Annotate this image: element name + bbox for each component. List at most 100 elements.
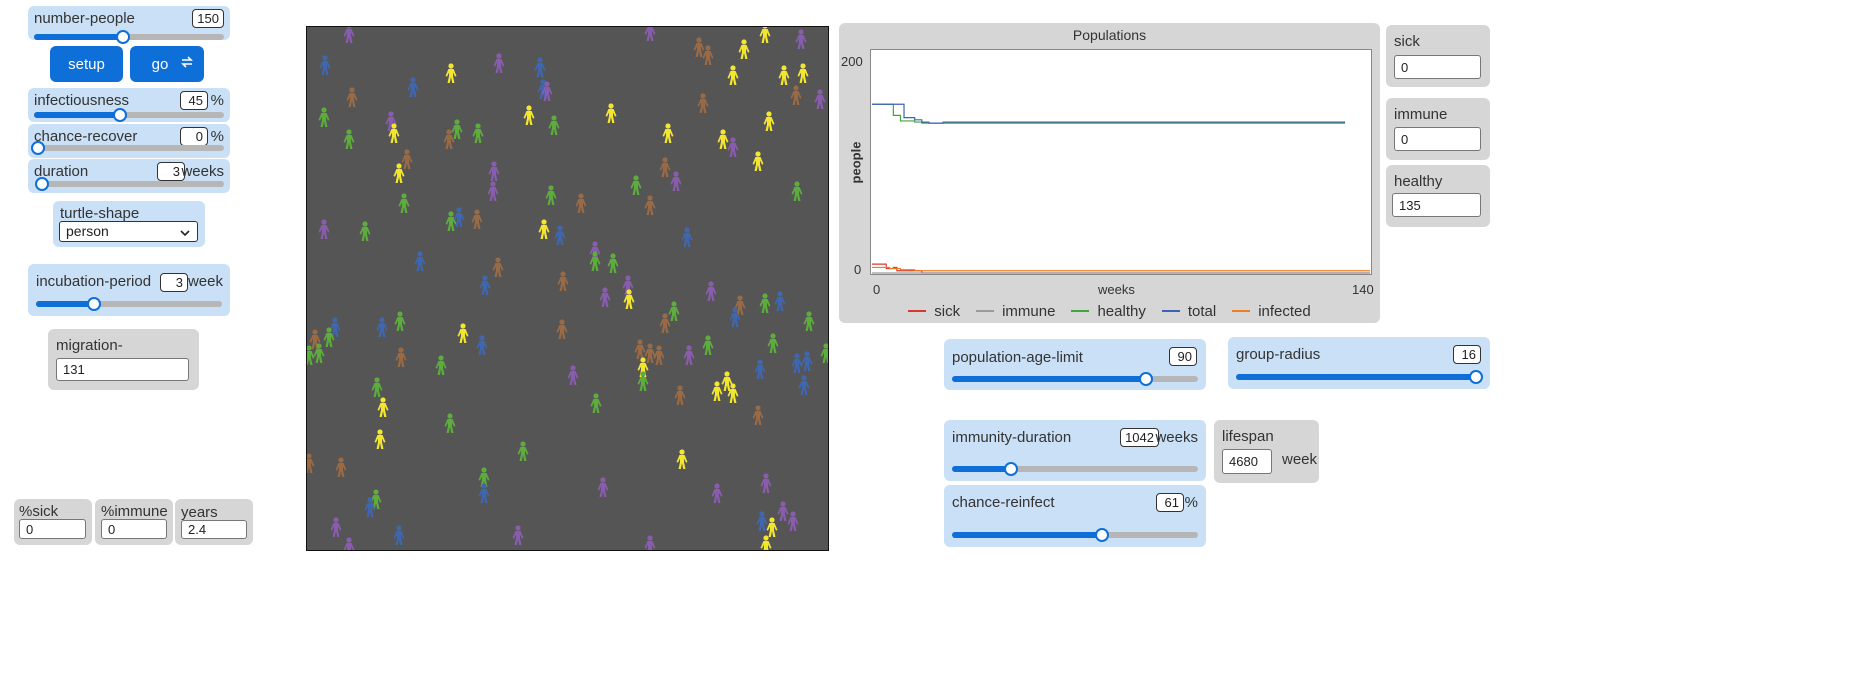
slider-value[interactable]: 61 (1156, 493, 1184, 512)
monitor-value-text: 0 (1401, 131, 1409, 147)
input-value-text: 4680 (1229, 454, 1258, 469)
y-tick-min: 0 (854, 262, 862, 277)
number-people-slider[interactable]: number-people 150 (28, 6, 230, 44)
lifespan-input[interactable]: lifespan 4680 week (1214, 420, 1319, 483)
population-age-limit-slider[interactable]: population-age-limit 90 (944, 339, 1206, 390)
slider-fill (1236, 374, 1476, 380)
chooser-select[interactable]: person (59, 221, 198, 242)
legend-item-immune: immune (976, 303, 1055, 320)
slider-value[interactable]: 16 (1453, 345, 1481, 364)
chevron-down-icon (179, 225, 191, 244)
monitor-value-text: 0 (108, 521, 116, 537)
plot-legend: sick immune healthy total infected (839, 299, 1380, 320)
slider-thumb[interactable] (112, 108, 127, 122)
slider-track[interactable] (952, 532, 1198, 538)
slider-value[interactable]: 150 (192, 9, 224, 28)
slider-thumb[interactable] (1004, 462, 1019, 476)
infectiousness-slider[interactable]: infectiousness 45 % (28, 88, 230, 122)
slider-label: number-people (34, 10, 135, 27)
migration-occurences-monitor: migration-occurences 131 (48, 329, 199, 390)
slider-track[interactable] (952, 376, 1198, 382)
legend-label: sick (934, 302, 961, 320)
slider-label: immunity-duration (952, 429, 1072, 446)
world-canvas[interactable] (307, 27, 828, 550)
slider-track[interactable] (1236, 374, 1476, 380)
slider-thumb[interactable] (1139, 372, 1154, 386)
slider-label: duration (34, 163, 89, 180)
go-button-label: go (151, 55, 169, 73)
legend-label: healthy (1097, 302, 1146, 320)
x-tick-min: 0 (873, 282, 881, 297)
slider-thumb[interactable] (1095, 528, 1110, 542)
slider-fill (952, 466, 1012, 472)
legend-item-healthy: healthy (1071, 302, 1146, 320)
legend-item-total: total (1161, 303, 1216, 320)
slider-label: chance-recover (34, 128, 138, 145)
turtle-shape-chooser[interactable]: turtle-shape person (53, 201, 205, 247)
slider-thumb[interactable] (86, 297, 101, 311)
series-line-total (872, 103, 1346, 124)
group-radius-slider[interactable]: group-radius 16 (1228, 337, 1490, 389)
slider-unit: % (210, 92, 224, 109)
slider-label: population-age-limit (952, 349, 1083, 366)
sick-monitor: sick 0 (1386, 25, 1490, 87)
legend-swatch (1161, 310, 1180, 312)
plot-area (870, 49, 1372, 275)
incubation-period-slider[interactable]: incubation-period 3 week (28, 264, 230, 316)
legend-swatch (1071, 310, 1090, 312)
plot-title: Populations (1072, 27, 1147, 43)
world-view[interactable] (306, 26, 829, 551)
slider-fill (36, 301, 94, 307)
monitor-value: 0 (1394, 127, 1481, 151)
monitor-label: healthy (1394, 173, 1443, 190)
setup-button[interactable]: setup (50, 46, 123, 82)
slider-fill (952, 532, 1103, 538)
go-button[interactable]: go (130, 46, 204, 82)
slider-thumb[interactable] (1469, 370, 1483, 384)
slider-track[interactable] (38, 145, 224, 151)
monitor-value-text: 2.4 (188, 522, 207, 537)
monitor-value: 131 (56, 358, 189, 381)
forever-icon (180, 54, 194, 74)
legend-item-infected: infected (1232, 303, 1311, 320)
slider-unit: weeks (181, 163, 224, 180)
slider-value[interactable]: 3 (160, 273, 188, 292)
y-tick-max: 200 (841, 54, 863, 69)
monitor-value: 2.4 (181, 520, 247, 539)
monitor-label: years (181, 504, 218, 521)
monitor-label: %sick (19, 503, 59, 520)
series-line-infected (872, 266, 1370, 272)
chance-recover-slider[interactable]: chance-recover 0 % (28, 124, 230, 158)
slider-thumb[interactable] (31, 141, 45, 155)
legend-item-sick: sick (908, 303, 960, 320)
slider-value[interactable]: 45 (180, 91, 208, 110)
chance-reinfect-slider[interactable]: chance-reinfect 61 % (944, 485, 1206, 547)
slider-thumb[interactable] (34, 177, 49, 191)
slider-unit: week (187, 273, 223, 290)
slider-track[interactable] (952, 466, 1198, 472)
slider-unit: weeks (1155, 429, 1198, 446)
plot-background (870, 49, 1372, 275)
lifespan-field[interactable]: 4680 (1222, 449, 1272, 474)
monitor-value-text: 0 (1401, 59, 1409, 75)
world-background (307, 27, 828, 550)
input-label: lifespan (1222, 428, 1274, 445)
slider-value[interactable]: 90 (1169, 347, 1197, 366)
pct-sick-monitor: %sick 0 (14, 499, 92, 545)
legend-label: infected (1258, 302, 1311, 320)
slider-value[interactable]: 3 (157, 162, 185, 181)
slider-value[interactable]: 0 (180, 127, 208, 146)
immunity-duration-slider[interactable]: immunity-duration 1042 weeks (944, 420, 1206, 481)
chooser-label: turtle-shape (60, 205, 140, 222)
slider-track[interactable] (36, 301, 222, 307)
legend-label: immune (1002, 302, 1056, 320)
y-axis-label: people (848, 141, 864, 184)
slider-track[interactable] (34, 112, 224, 118)
slider-thumb[interactable] (116, 30, 131, 44)
monitor-value-text: 135 (1399, 197, 1421, 213)
slider-value[interactable]: 1042 (1120, 428, 1159, 447)
duration-slider[interactable]: duration 3 weeks (28, 159, 230, 193)
slider-label: incubation-period (36, 273, 152, 290)
input-unit: week (1282, 451, 1318, 468)
slider-track[interactable] (38, 181, 224, 187)
